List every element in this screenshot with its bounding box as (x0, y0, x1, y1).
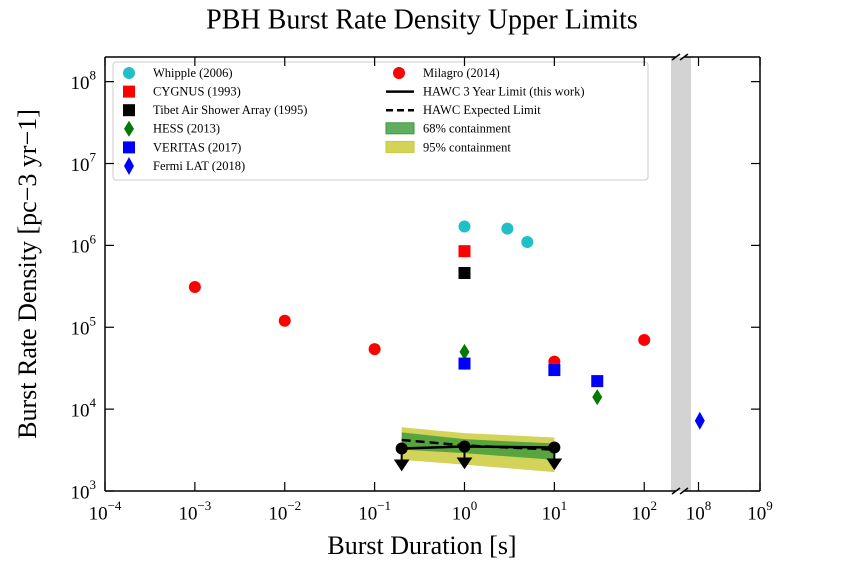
legend-label: 95% containment (423, 140, 511, 154)
legend-label: CYGNUS (1993) (153, 84, 241, 98)
legend-label: Milagro (2014) (423, 66, 500, 80)
x-tick-label: 100 (452, 498, 478, 524)
marker (459, 343, 470, 360)
legend-label: HAWC 3 Year Limit (this work) (423, 84, 585, 98)
marker (638, 333, 651, 346)
x-tick-label: 10−3 (178, 498, 211, 524)
marker (458, 220, 471, 233)
y-tick-label: 104 (71, 395, 97, 421)
y-tick-label: 105 (71, 313, 97, 339)
legend-label: Fermi LAT (2018) (153, 159, 245, 173)
legend-label: Tibet Air Shower Array (1995) (153, 103, 307, 117)
legend-label: 68% containment (423, 122, 511, 136)
marker (591, 375, 604, 388)
legend-swatch (385, 140, 415, 153)
marker (124, 157, 134, 175)
legend-label: VERITAS (2017) (153, 140, 241, 154)
marker (694, 411, 705, 430)
marker (123, 85, 135, 98)
chart-title: PBH Burst Rate Density Upper Limits (206, 4, 638, 35)
marker (458, 266, 471, 279)
marker (548, 364, 561, 377)
marker (395, 442, 408, 455)
y-tick-label: 103 (71, 477, 97, 503)
axes-frame (104, 53, 761, 495)
x-axis-label: Burst Duration [s] (327, 531, 516, 560)
y-tick-label: 106 (71, 231, 97, 257)
legend-label: HAWC Expected Limit (423, 103, 541, 117)
marker (123, 104, 135, 117)
marker (458, 245, 471, 258)
x-tick-label: 108 (686, 498, 712, 524)
marker (188, 281, 201, 294)
y-tick-label: 107 (71, 150, 97, 176)
legend-swatch (385, 122, 415, 135)
marker (123, 141, 135, 154)
x-tick-label: 109 (747, 498, 773, 524)
marker (393, 67, 405, 79)
marker (458, 440, 471, 453)
x-tick-label: 101 (542, 498, 568, 524)
plot-area (188, 220, 705, 473)
legend-box (112, 61, 649, 181)
legend-label: HESS (2013) (153, 122, 220, 136)
marker (592, 389, 603, 406)
marker (124, 120, 134, 137)
marker (123, 67, 135, 79)
legend-label: Whipple (2006) (153, 66, 233, 80)
x-tick-label: 10−1 (358, 498, 391, 524)
x-tick-label: 10−4 (89, 498, 122, 524)
excluded-band (671, 57, 691, 491)
y-axis-label: Burst Rate Density [pc−3 yr−1] (13, 109, 42, 439)
marker (548, 441, 561, 454)
x-tick-label: 10−2 (268, 498, 301, 524)
x-tick-label: 102 (631, 498, 657, 524)
y-tick-label: 108 (71, 68, 97, 94)
marker (368, 343, 381, 356)
legend: Whipple (2006) CYGNUS (1993) Tibet Air Sho… (123, 66, 585, 175)
marker (458, 357, 471, 370)
marker (278, 314, 291, 327)
marker (521, 235, 534, 248)
marker (501, 222, 514, 235)
